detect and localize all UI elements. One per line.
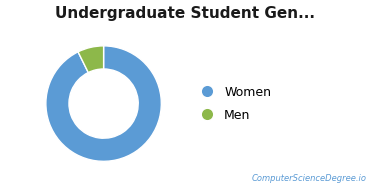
Wedge shape [46,46,161,161]
Text: 92.7%: 92.7% [85,121,122,131]
Text: ComputerScienceDegree.io: ComputerScienceDegree.io [251,174,366,183]
Text: Undergraduate Student Gen...: Undergraduate Student Gen... [55,6,315,21]
Legend: Women, Men: Women, Men [189,81,276,127]
Wedge shape [78,46,104,73]
